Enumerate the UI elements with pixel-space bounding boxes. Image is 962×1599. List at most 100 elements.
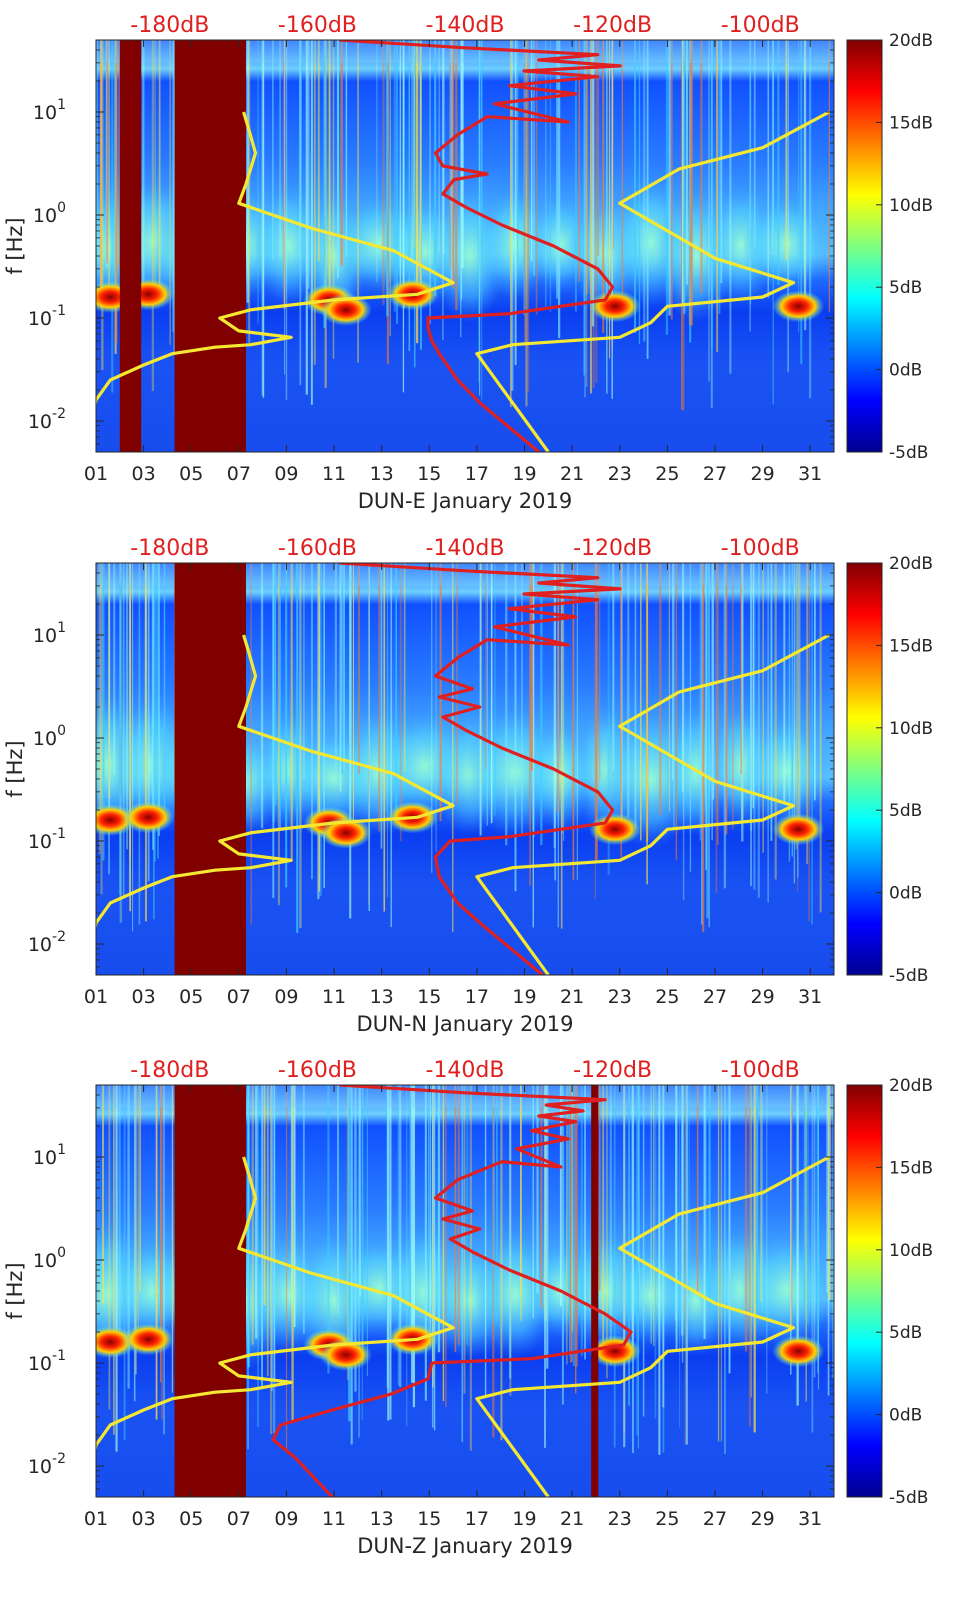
noise-streak xyxy=(767,563,769,903)
noise-streak xyxy=(668,563,670,812)
noise-streak xyxy=(300,40,302,256)
noise-streak xyxy=(96,40,98,248)
x-axis-title: DUN-Z January 2019 xyxy=(357,1534,573,1558)
y-tick-exponent: 0 xyxy=(57,200,66,216)
noise-streak xyxy=(160,1085,162,1383)
spectrogram-panel: 01 03 05 07 09 11 13 15 17 19 21 23 25 27 29 3110110010… xyxy=(3,13,933,513)
noise-streak xyxy=(708,563,710,928)
x-tick-label: 29 xyxy=(750,463,774,485)
noise-streak xyxy=(591,40,595,327)
y-tick-label: 100 xyxy=(33,200,66,227)
x-tick-label: 13 xyxy=(370,986,394,1008)
noise-streak xyxy=(368,563,370,912)
noise-streak xyxy=(102,563,105,861)
hot-spot xyxy=(319,816,372,849)
noise-streak xyxy=(753,563,756,890)
noise-streak xyxy=(406,1085,408,1427)
noise-streak xyxy=(523,40,525,316)
top-axis-label: -140dB xyxy=(426,1058,505,1083)
noise-streak xyxy=(396,40,399,324)
noise-streak xyxy=(272,563,275,898)
noise-streak xyxy=(163,563,166,809)
noise-streak xyxy=(717,1085,720,1442)
noise-streak xyxy=(438,40,440,252)
noise-streak xyxy=(494,563,496,816)
noise-streak xyxy=(732,563,734,830)
noise-streak xyxy=(480,40,483,273)
noise-streak xyxy=(753,40,756,248)
noise-streak xyxy=(293,1085,296,1328)
x-tick-label: 29 xyxy=(750,1508,774,1530)
hot-spot xyxy=(122,1323,175,1356)
noise-streak xyxy=(129,563,131,912)
noise-streak xyxy=(305,40,308,395)
noise-streak xyxy=(671,40,673,320)
noise-streak xyxy=(609,1085,612,1365)
x-tick-label: 05 xyxy=(179,463,203,485)
noise-streak xyxy=(152,563,154,850)
noise-streak xyxy=(595,563,598,860)
noise-streak xyxy=(358,1085,360,1438)
noise-streak xyxy=(382,40,385,305)
x-tick-label: 11 xyxy=(322,463,346,485)
hot-spot xyxy=(772,813,825,846)
noise-streak xyxy=(115,1085,118,1452)
noise-streak xyxy=(576,1085,578,1367)
noise-streak xyxy=(496,1085,498,1322)
top-axis-label: -120dB xyxy=(573,1058,652,1083)
noise-streak xyxy=(486,563,488,826)
noise-streak xyxy=(708,40,710,382)
noise-streak xyxy=(705,563,707,871)
noise-streak xyxy=(702,563,705,932)
noise-streak xyxy=(389,1085,392,1420)
noise-streak xyxy=(431,1085,434,1428)
noise-streak xyxy=(795,563,797,850)
noise-streak xyxy=(708,1085,711,1307)
noise-streak xyxy=(785,40,788,261)
x-tick-label: 21 xyxy=(560,986,584,1008)
noise-streak xyxy=(429,1085,431,1346)
noise-streak xyxy=(599,563,601,782)
noise-streak xyxy=(575,1085,577,1394)
noise-streak xyxy=(463,1085,466,1394)
noise-streak xyxy=(350,1085,353,1445)
y-tick-base: 10 xyxy=(33,1250,57,1272)
x-tick-label: 17 xyxy=(465,1508,489,1530)
noise-streak xyxy=(686,40,688,285)
noise-streak xyxy=(803,1085,806,1304)
colorbar xyxy=(846,1084,883,1498)
top-axis-label: -180dB xyxy=(130,536,209,561)
hot-spot xyxy=(772,1335,825,1368)
x-tick-label: 21 xyxy=(560,1508,584,1530)
noise-streak xyxy=(251,1085,254,1345)
noise-streak xyxy=(247,1085,250,1368)
noise-streak xyxy=(262,40,265,398)
noise-streak xyxy=(594,563,596,899)
noise-streak xyxy=(729,40,732,374)
noise-streak xyxy=(578,40,580,282)
noise-streak xyxy=(327,1085,330,1374)
hot-spot xyxy=(319,293,372,326)
noise-streak xyxy=(712,563,714,800)
noise-streak xyxy=(138,563,141,925)
x-tick-label: 09 xyxy=(274,986,298,1008)
noise-streak xyxy=(613,1085,616,1448)
noise-streak xyxy=(627,563,630,818)
noise-streak xyxy=(536,1085,539,1294)
noise-streak xyxy=(685,1085,688,1445)
noise-streak xyxy=(318,563,321,892)
noise-streak xyxy=(272,40,274,260)
noise-streak xyxy=(699,563,701,841)
noise-streak xyxy=(650,1085,652,1344)
noise-streak xyxy=(557,40,561,339)
yellow-model-curve xyxy=(475,110,830,452)
colorbar-label: -5dB xyxy=(889,966,928,986)
noise-streak xyxy=(681,1085,684,1336)
noise-streak xyxy=(532,1085,534,1319)
noise-streak xyxy=(361,1085,364,1364)
hot-spot xyxy=(319,1338,372,1371)
red-psd-curve xyxy=(339,563,622,975)
noise-streak xyxy=(524,40,526,346)
noise-streak xyxy=(749,40,752,305)
x-tick-label: 23 xyxy=(608,986,632,1008)
